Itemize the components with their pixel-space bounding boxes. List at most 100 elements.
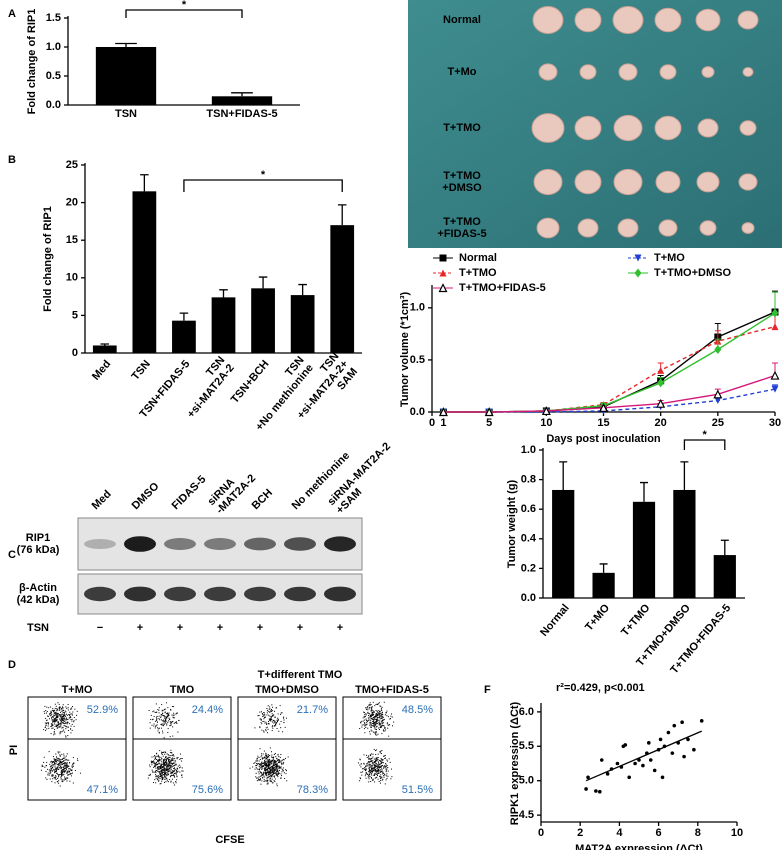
flow-dot (157, 763, 159, 765)
flow-dot (53, 761, 55, 763)
flow-dot (370, 727, 372, 729)
flow-dot (149, 773, 151, 775)
flow-dot (270, 781, 272, 783)
flow-dot (71, 767, 73, 769)
flow-dot (276, 766, 278, 768)
flow-dot (59, 733, 61, 735)
flow-dot (266, 764, 268, 766)
flow-dot (277, 719, 279, 721)
flow-dot (260, 776, 262, 778)
flow-dot (158, 732, 160, 734)
flow-dot (269, 774, 271, 776)
flow-dot (359, 759, 361, 761)
marker (656, 398, 666, 408)
flow-dot (266, 763, 268, 765)
flow-dot (164, 776, 166, 778)
flow-dot (166, 761, 168, 763)
flow-dot (176, 712, 178, 714)
flow-dot (260, 772, 262, 774)
flow-dot (67, 759, 69, 761)
flow-dot (162, 765, 164, 767)
flow-dot (156, 711, 158, 713)
flow-dot (56, 712, 58, 714)
flow-dot (373, 719, 375, 721)
flow-dot (384, 714, 386, 716)
flow-dot (180, 760, 182, 762)
flow-dot (59, 761, 61, 763)
flow-dot (168, 768, 170, 770)
point (682, 754, 686, 759)
flow-dot (366, 706, 368, 708)
x-tick-label: TSN+FIDAS-5 (206, 108, 277, 120)
flow-dot (255, 772, 257, 774)
flow-dot (154, 758, 156, 760)
flow-dot (50, 772, 52, 774)
flow-dot (271, 774, 273, 776)
flow-dot (376, 758, 378, 760)
flow-dot (273, 720, 275, 722)
flow-dot (62, 707, 64, 709)
flow-dot (163, 723, 165, 725)
flow-dot (376, 764, 378, 766)
flow-dot (155, 725, 157, 727)
flow-dot (378, 772, 380, 774)
flow-dot (173, 712, 175, 714)
tumor (655, 170, 681, 194)
flow-dot (41, 765, 43, 767)
flow-dot (54, 760, 56, 762)
flow-dot (156, 720, 158, 722)
flow-dot (64, 762, 66, 764)
flow-dot (166, 763, 168, 765)
flow-dot (380, 717, 382, 719)
flow-dot (66, 771, 68, 773)
flow-dot (169, 775, 171, 777)
flow-dot (268, 773, 270, 775)
flow-dot (286, 780, 288, 782)
flow-dot (368, 771, 370, 773)
flow-dot (62, 771, 64, 773)
flow-dot (74, 708, 76, 710)
flow-dot (273, 756, 275, 758)
significance-label: * (261, 169, 266, 181)
text-line: β-Actin (19, 582, 57, 594)
flow-dot (173, 767, 175, 769)
flow-dot (376, 721, 378, 723)
flow-dot (377, 766, 379, 768)
flow-dot (180, 758, 182, 760)
flow-dot (275, 764, 277, 766)
flow-dot (263, 712, 265, 714)
flow-dot (388, 758, 390, 760)
flow-dot (47, 768, 49, 770)
photo-group-label: T+TMO +FIDAS-5 (437, 216, 486, 240)
flow-dot (393, 721, 395, 723)
point (641, 763, 645, 768)
y-tick-label: 0.0 (46, 99, 61, 111)
flow-dot (65, 725, 67, 727)
flow-dot (61, 713, 63, 715)
flow-dot (43, 729, 45, 731)
flow-dot (386, 722, 388, 724)
flow-dot (52, 727, 54, 729)
flow-dot (383, 718, 385, 720)
flow-dot (273, 714, 275, 716)
flow-upper-percent: 24.4% (192, 704, 223, 716)
flow-dot (52, 710, 54, 712)
flow-dot (168, 712, 170, 714)
flow-dot (166, 769, 168, 771)
flow-dot (164, 781, 166, 783)
flow-dot (65, 768, 67, 770)
flow-dot (381, 712, 383, 714)
flow-dot (374, 761, 376, 763)
flow-dot (261, 729, 263, 731)
flow-dot (44, 705, 46, 707)
flow-dot (156, 770, 158, 772)
flow-dot (261, 723, 263, 725)
flow-dot (275, 768, 277, 770)
flow-dot (71, 772, 73, 774)
flow-dot (270, 780, 272, 782)
flow-dot (55, 718, 57, 720)
flow-dot (151, 724, 153, 726)
flow-dot (171, 759, 173, 761)
flow-dot (172, 778, 174, 780)
flow-dot (66, 714, 68, 716)
